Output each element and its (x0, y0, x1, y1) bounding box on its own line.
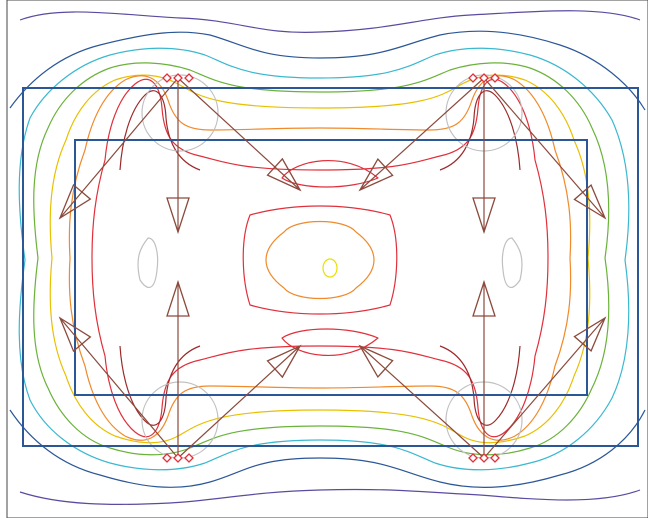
arrow-line (177, 77, 301, 191)
arrow-head (58, 316, 92, 353)
source-node (468, 73, 500, 83)
contour-cyan (18, 47, 630, 471)
arrow-head (358, 344, 394, 379)
node-diamond (162, 73, 172, 83)
node-group (162, 73, 500, 463)
node-diamond (184, 453, 194, 463)
contour-grey-right (501, 237, 523, 288)
arrow-head (266, 344, 302, 379)
contour-yellow-center (322, 258, 338, 278)
arrow-head (472, 279, 496, 317)
arrow-head (573, 184, 607, 220)
node-diamond (468, 73, 478, 83)
node-diamond (184, 73, 194, 83)
arrow-head (472, 197, 496, 235)
node-diamond (173, 73, 183, 83)
contour-dark-red (119, 90, 521, 426)
arrow-group (58, 77, 607, 459)
arrow-line (483, 317, 606, 459)
contour-grey-top-left (141, 74, 219, 152)
contour-green (33, 62, 610, 456)
node-diamond (162, 453, 172, 463)
boundary-outer (22, 87, 639, 447)
contour-grey-left (137, 237, 159, 288)
arrow-line (59, 317, 179, 459)
plot-frame (6, 0, 648, 518)
node-diamond (479, 73, 489, 83)
contour-red (91, 78, 549, 438)
contour-orange-center (265, 220, 375, 300)
node-diamond (490, 73, 500, 83)
node-diamond (490, 453, 500, 463)
arrow-head (358, 157, 394, 192)
contour-violet (19, 10, 641, 506)
arrow-head (166, 279, 190, 317)
contour-blue (9, 30, 646, 488)
node-diamond (479, 453, 489, 463)
source-node (468, 453, 500, 463)
arrow-line (359, 345, 485, 459)
node-diamond (468, 453, 478, 463)
arrow-line (59, 77, 179, 219)
arrow-head (573, 316, 607, 352)
contour-yellow (49, 74, 591, 444)
arrow-line (177, 345, 301, 459)
arrow-line (483, 77, 606, 219)
contour-red-bow-top (281, 159, 379, 188)
arrow-head (166, 197, 190, 235)
node-diamond (173, 453, 183, 463)
arrow-head (58, 183, 92, 220)
source-node (162, 73, 194, 83)
arrow-head (266, 157, 302, 192)
contour-red-inner (242, 205, 398, 315)
arrow-line (359, 77, 485, 191)
contour-red-bow-bottom (281, 328, 379, 357)
contour-orange (68, 75, 572, 441)
source-node (162, 453, 194, 463)
boundary-inner (74, 139, 588, 396)
